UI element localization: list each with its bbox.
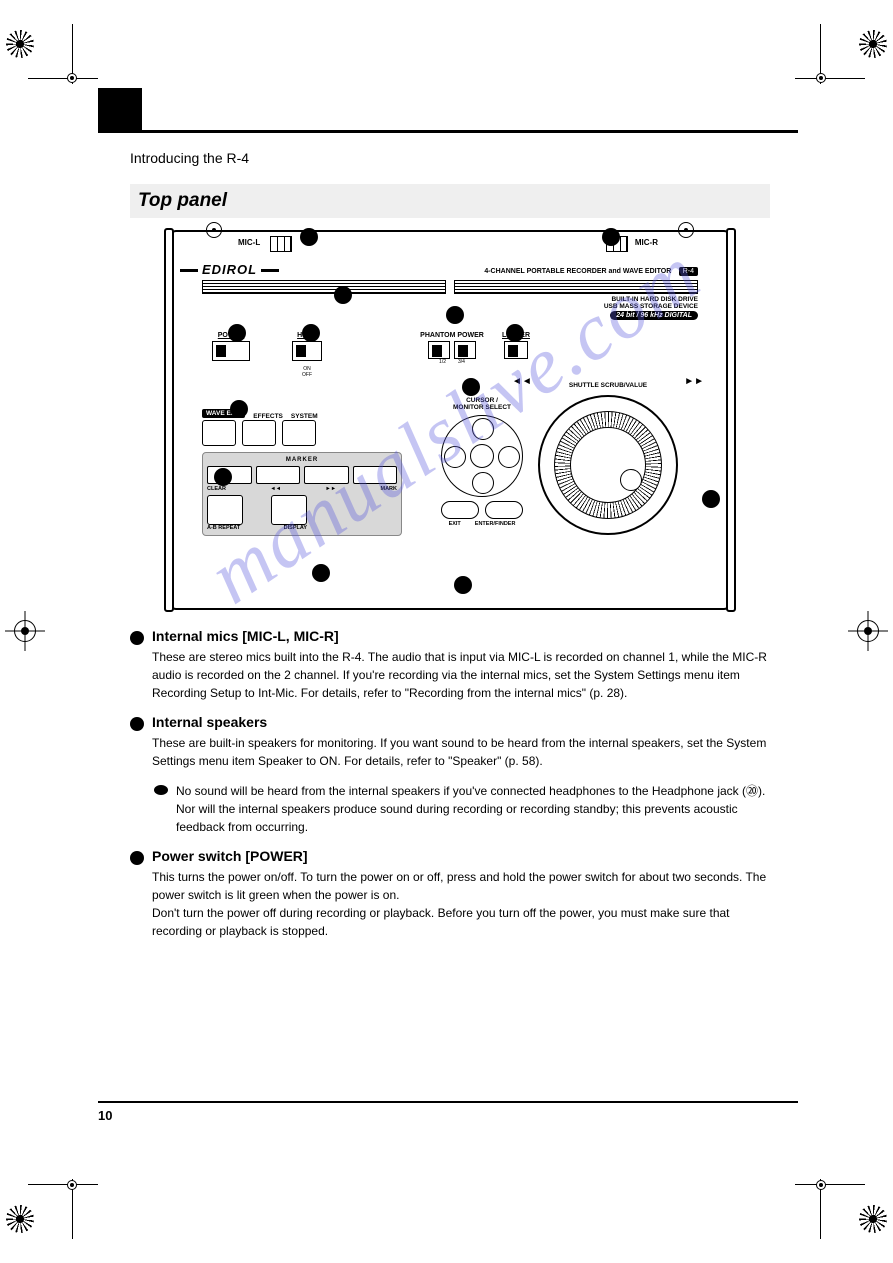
limiter-switch[interactable] xyxy=(504,341,528,359)
content: Introducing the R-4 Top panel MIC-L MIC-… xyxy=(130,150,770,946)
callout-3 xyxy=(228,324,246,342)
waveedit-button[interactable] xyxy=(202,420,236,446)
item-3: Power switch [POWER] This turns the powe… xyxy=(130,848,770,940)
mic-l-label: MIC-L xyxy=(238,238,260,247)
section-title: Top panel xyxy=(130,184,770,218)
phantom-34[interactable] xyxy=(454,341,476,359)
item-1: Internal mics [MIC-L, MIC-R] These are s… xyxy=(130,628,770,702)
callout-5 xyxy=(446,306,464,324)
device-diagram: MIC-L MIC-R EDIROL 4-CHANNEL PORTABLE RE… xyxy=(170,230,730,610)
system-label: SYSTEM xyxy=(291,413,318,420)
phantom-12[interactable] xyxy=(428,341,450,359)
reg-right xyxy=(857,620,879,642)
crop-mark-br xyxy=(773,1143,893,1263)
chapter-title: Introducing the R-4 xyxy=(130,150,770,166)
model-badge: R-4 xyxy=(679,267,698,276)
page-number: 10 xyxy=(98,1108,112,1123)
hold-switch[interactable] xyxy=(292,341,322,361)
callout-6 xyxy=(506,324,524,342)
cursor-down[interactable] xyxy=(472,472,494,494)
line2: USB MASS STORAGE DEVICE xyxy=(604,303,698,310)
exit-button[interactable] xyxy=(441,501,479,519)
device-subtitle: 4-CHANNEL PORTABLE RECORDER and WAVE EDI… xyxy=(484,268,671,275)
cursor-right[interactable] xyxy=(498,446,520,468)
callout-12 xyxy=(702,490,720,508)
display-button[interactable] xyxy=(271,495,307,525)
phantom-label: PHANTOM POWER xyxy=(412,332,492,339)
marker-panel: MARKER CLEAR ◄◄ ►► MARK xyxy=(202,452,402,536)
crop-mark-tr xyxy=(773,0,893,120)
callout-4 xyxy=(302,324,320,342)
footer-rule xyxy=(98,1101,798,1103)
brand: EDIROL xyxy=(202,262,257,277)
callout-1 xyxy=(300,228,318,246)
callout-7 xyxy=(230,400,248,418)
cursor-dpad[interactable] xyxy=(441,415,523,497)
power-switch[interactable] xyxy=(212,341,250,361)
item-2: Internal speakers These are built-in spe… xyxy=(130,714,770,770)
callout-1b xyxy=(602,228,620,246)
effects-label: EFFECTS xyxy=(253,413,283,420)
callout-10 xyxy=(454,576,472,594)
callout-2 xyxy=(334,286,352,304)
effects-button[interactable] xyxy=(242,420,276,446)
mic-r-label: MIC-R xyxy=(635,238,658,247)
line1: BUILT-IN HARD DISK DRIVE xyxy=(604,296,698,303)
cursor-left[interactable] xyxy=(444,446,466,468)
item-2-sub: No sound will be heard from the internal… xyxy=(130,782,770,836)
page-tab xyxy=(98,88,142,132)
callout-11 xyxy=(462,378,480,396)
callout-9 xyxy=(312,564,330,582)
marker-btn-3[interactable] xyxy=(304,466,349,484)
ab-repeat-button[interactable] xyxy=(207,495,243,525)
crop-mark-bl xyxy=(0,1143,120,1263)
shuttle-dial[interactable] xyxy=(538,395,678,535)
page-rule xyxy=(98,130,798,133)
marker-btn-4[interactable] xyxy=(353,466,398,484)
marker-btn-2[interactable] xyxy=(256,466,301,484)
reg-left xyxy=(14,620,36,642)
badge-24: 24 bit / 96 kHz DIGITAL xyxy=(610,311,698,320)
callout-8 xyxy=(214,468,232,486)
system-button[interactable] xyxy=(282,420,316,446)
cursor-up[interactable] xyxy=(472,418,494,440)
